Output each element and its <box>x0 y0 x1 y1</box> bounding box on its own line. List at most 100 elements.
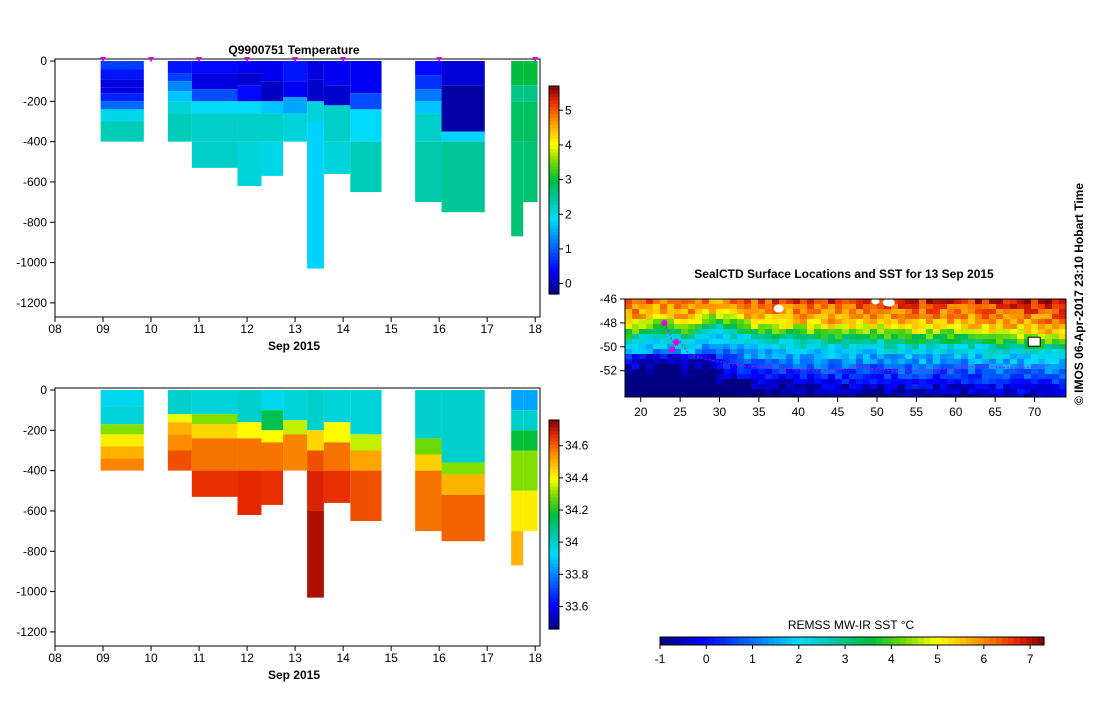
sst-cell <box>961 324 969 330</box>
sst-cell <box>758 389 766 395</box>
map-y-tick-label: -48 <box>600 316 618 330</box>
map-x-tick-label: 45 <box>831 405 845 419</box>
sst-cell <box>898 299 906 305</box>
sst-cell <box>695 349 703 355</box>
sst-cell <box>653 394 661 398</box>
sst-cell <box>737 374 745 380</box>
sst-cell <box>870 389 878 395</box>
sst-cell <box>877 324 885 330</box>
sst-cell <box>933 389 941 395</box>
sst-cell <box>1059 309 1067 315</box>
sst-cell <box>695 299 703 305</box>
sst-cell <box>863 384 871 390</box>
sst-cell <box>863 304 871 310</box>
sst-cell <box>639 334 647 340</box>
sst-cell <box>709 354 717 360</box>
sst-cell <box>1031 359 1039 365</box>
sst-cell <box>905 344 913 350</box>
sst-cell <box>674 319 682 325</box>
profile-6-layer-4 <box>307 510 324 598</box>
sst-cell <box>996 389 1004 395</box>
surface-location-marker <box>100 57 107 62</box>
sst-cell <box>1003 384 1011 390</box>
x-tick-label: 12 <box>240 322 254 336</box>
sst-cell <box>1045 299 1053 305</box>
sst-cell <box>1052 389 1060 395</box>
sst-cell <box>632 379 640 385</box>
sst-colorbar-tick-label: 6 <box>981 652 988 666</box>
sst-cell <box>996 299 1004 305</box>
sst-cell <box>632 309 640 315</box>
sst-cell <box>940 379 948 385</box>
sst-cell <box>884 339 892 345</box>
sst-colorbar-segment <box>858 637 865 645</box>
sst-cell <box>940 384 948 390</box>
profile-0-layer-4 <box>100 93 144 102</box>
sst-cell <box>828 389 836 395</box>
sst-cell <box>968 369 976 375</box>
x-tick-label: 18 <box>529 322 543 336</box>
x-tick-label: 12 <box>240 651 254 665</box>
profile-8-layer-0 <box>350 61 382 94</box>
sst-cell <box>758 359 766 365</box>
sst-cell <box>926 364 934 370</box>
sst-cell <box>1052 374 1060 380</box>
sst-cell <box>744 319 752 325</box>
profile-4-layer-3 <box>261 442 284 471</box>
colorbar-segment <box>549 562 559 567</box>
sst-cell <box>856 349 864 355</box>
sst-cell <box>1031 374 1039 380</box>
sst-cell <box>898 329 906 335</box>
sst-cell <box>814 369 822 375</box>
sst-cell <box>996 329 1004 335</box>
sst-cell <box>716 389 724 395</box>
profile-1-layer-3 <box>167 91 192 102</box>
sst-cell <box>996 309 1004 315</box>
sst-cell <box>1017 319 1025 325</box>
sst-cell <box>989 394 997 398</box>
sst-cell <box>891 369 899 375</box>
sst-colorbar-segment <box>834 637 841 645</box>
sst-cell <box>1059 354 1067 360</box>
sst-cell <box>940 334 948 340</box>
sst-cell <box>758 374 766 380</box>
sst-cell <box>758 299 766 305</box>
colorbar-segment <box>549 472 559 477</box>
sst-cell <box>1003 304 1011 310</box>
sst-cell <box>975 329 983 335</box>
sst-cell <box>639 339 647 345</box>
sst-cell <box>989 359 997 365</box>
sst-cell <box>681 389 689 395</box>
sst-cell <box>835 364 843 370</box>
sst-cell <box>863 354 871 360</box>
sst-cell <box>814 304 822 310</box>
sst-cell <box>933 344 941 350</box>
sst-cell <box>807 319 815 325</box>
sst-cell <box>737 394 745 398</box>
sst-cell <box>835 304 843 310</box>
sst-cell <box>737 314 745 320</box>
sst-cell <box>1052 384 1060 390</box>
sst-cell <box>989 339 997 345</box>
x-tick-label: 13 <box>288 322 302 336</box>
sst-cell <box>933 354 941 360</box>
sst-cell <box>772 324 780 330</box>
sst-cell <box>1052 369 1060 375</box>
colorbar-frame <box>548 419 560 630</box>
sst-cell <box>639 394 647 398</box>
sst-cell <box>821 354 829 360</box>
sst-cell <box>975 374 983 380</box>
sst-cell <box>821 319 829 325</box>
sst-cell <box>863 319 871 325</box>
sst-cell <box>793 349 801 355</box>
sst-cell <box>919 384 927 390</box>
sst-cell <box>1031 394 1039 398</box>
sst-cell <box>779 394 787 398</box>
sst-colorbar-segment <box>882 637 889 645</box>
sst-cell <box>870 329 878 335</box>
sst-cell <box>961 344 969 350</box>
sst-cell <box>1045 394 1053 398</box>
sst-colorbar-frame <box>659 636 1045 646</box>
sst-cell <box>954 394 962 398</box>
sst-cell <box>632 334 640 340</box>
